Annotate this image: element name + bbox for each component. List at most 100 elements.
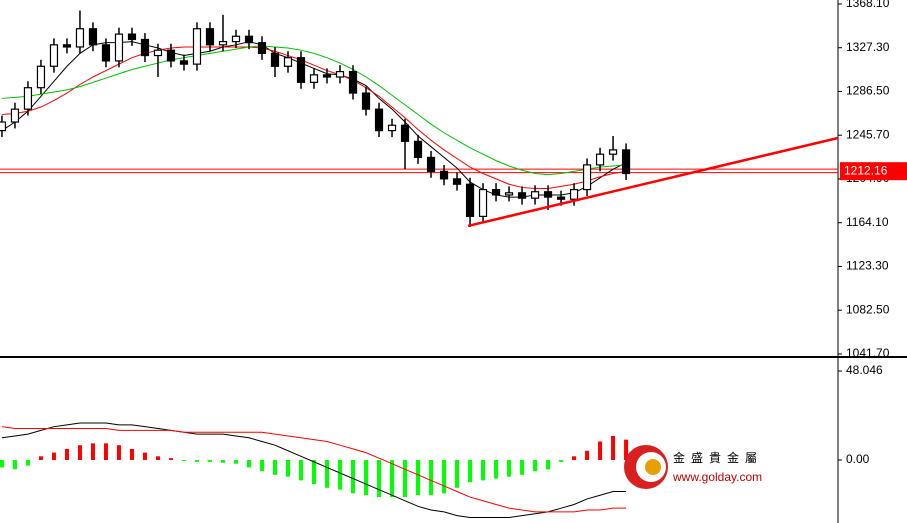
candle-body [114,33,124,62]
histogram-bar [429,460,434,496]
candle-body [504,192,514,196]
logo-mark [645,459,661,475]
candle-body [49,44,59,67]
candle-body [140,38,150,57]
candle-body [75,28,85,48]
y-tick-label: 1245.70 [846,127,890,141]
histogram-bar [611,435,616,461]
candle-body [556,196,566,200]
candle-body [153,49,163,57]
price-label-box [840,162,907,181]
candle-body [400,124,410,142]
candle-body [10,108,20,123]
candle-body [569,188,579,200]
candle-body [244,35,254,44]
candle-body [166,49,176,62]
histogram-bar [286,460,291,477]
histogram-bar [364,460,369,496]
histogram-bar [624,439,629,461]
histogram-bar [116,445,121,461]
histogram-bar [103,443,108,461]
candle-body [348,71,358,94]
candle-body [595,153,605,166]
histogram-bar [155,456,160,461]
candle-body [491,188,501,196]
candle-body [517,192,527,199]
histogram-bar [233,460,238,464]
histogram-bar [494,460,499,479]
candle-body [192,28,202,65]
candle-body [231,35,241,43]
histogram-bar [312,460,317,485]
y-tick-label: 1123.30 [846,259,889,273]
y-tick-label: 1041.70 [846,346,890,360]
candle-body [88,28,98,46]
histogram-bar [194,460,199,462]
histogram-bar [168,458,173,461]
candle-body [101,44,111,62]
histogram-bar [377,460,382,498]
histogram-bar [351,460,356,494]
candle-body [582,164,592,191]
candle-body [296,57,306,83]
histogram-bar [246,460,251,468]
histogram-bar [507,460,512,477]
histogram-bar [259,460,264,472]
histogram-bar [442,460,447,494]
histogram-bar [338,460,343,490]
candle-body [36,65,46,89]
histogram-bar [220,460,225,463]
price-label: 1212.16 [844,163,888,177]
histogram-bar [559,460,564,462]
histogram-bar [455,460,460,488]
histogram-bar [207,460,212,462]
histogram-bar [25,460,30,466]
candle-body [205,28,215,46]
histogram-bar [38,456,43,461]
candle-body [218,41,228,46]
candle-body [530,191,540,199]
candle-body [413,140,423,159]
histogram-bar [90,443,95,461]
brand-name: 金盛貴金屬 [673,450,763,465]
trend-line [467,136,839,228]
histogram-bar [129,448,134,461]
histogram-bar [520,460,525,475]
candle-body [309,74,319,83]
histogram-bar [416,460,421,496]
series-line [1,45,627,176]
histogram-bar [51,452,56,461]
histogram-bar [390,460,395,498]
y-tick-label: 1368.10 [846,0,890,10]
candle-body [23,87,33,110]
candle-body [0,121,7,132]
candle-body [322,74,332,78]
y-tick-label: 1164.10 [846,215,889,229]
candle-body [179,60,189,65]
y-tick-label: 0.00 [846,452,870,466]
candle-body [426,156,436,172]
histogram-bar [585,450,590,461]
series-line [1,426,627,513]
histogram-bar [0,460,4,468]
histogram-bar [598,441,603,461]
histogram-bar [403,460,408,498]
histogram-bar [481,460,486,481]
candle-body [478,188,488,217]
candle-body [439,170,449,180]
candle-body [283,57,293,67]
candle-body [608,149,618,155]
y-tick-label: 1082.50 [846,302,890,316]
y-tick-label: 1286.50 [846,84,890,98]
candle-body [387,124,397,132]
candle-body [374,108,384,132]
y-tick-label: 1327.30 [846,40,890,54]
candle-body [127,33,137,41]
candle-body [621,149,631,175]
y-tick-label: 48.046 [846,363,883,377]
histogram-bar [325,460,330,488]
histogram-bar [546,460,551,470]
histogram-bar [572,456,577,461]
